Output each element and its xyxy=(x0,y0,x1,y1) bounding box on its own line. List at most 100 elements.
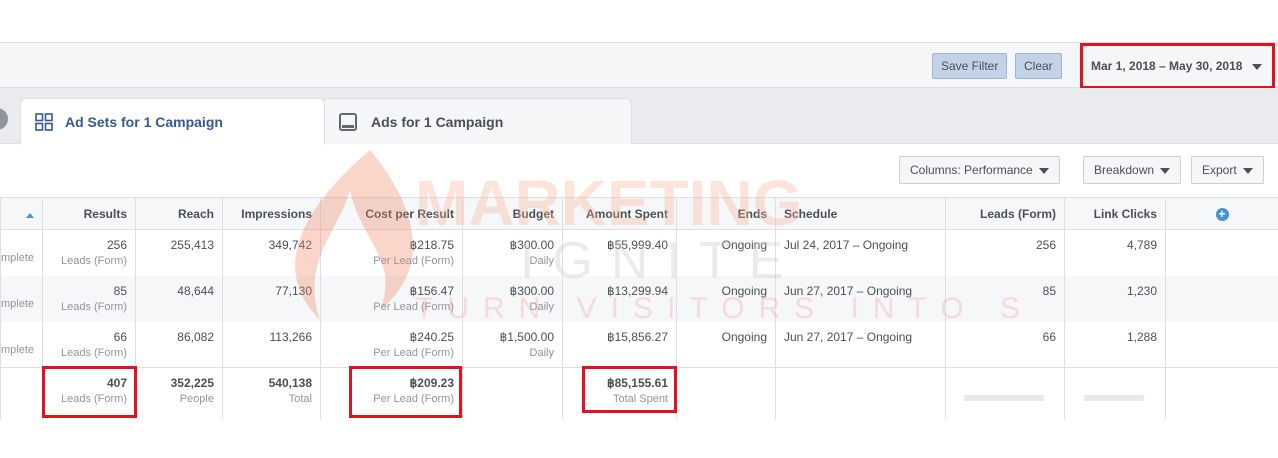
tab-ad-sets[interactable]: Ad Sets for 1 Campaign xyxy=(20,98,325,145)
cell-value: ฿156.47 xyxy=(409,283,454,298)
cell-value: 48,644 xyxy=(177,283,214,298)
totals-row: 407 Leads (Form) 352,225 People 540,138 Total… xyxy=(0,367,1278,419)
chevron-down-icon xyxy=(1252,63,1263,70)
cell-subtext: Leads (Form) xyxy=(60,346,127,359)
cell-value: ฿15,856.27 xyxy=(606,329,668,344)
cell-subtext: Leads (Form) xyxy=(60,393,127,405)
cell-subtext: Leads (Form) xyxy=(60,300,127,313)
cell-value: 85 xyxy=(1042,283,1056,298)
tab-label: Ads for 1 Campaign xyxy=(371,114,504,130)
cell-value: ฿300.00 xyxy=(509,238,554,252)
plus-circle-icon: + xyxy=(1215,207,1229,221)
blurred-total xyxy=(1084,395,1144,401)
export-dropdown[interactable]: Export xyxy=(1191,156,1264,184)
cell-value: 1,230 xyxy=(1126,283,1157,298)
header-reach[interactable]: Reach xyxy=(135,197,223,230)
cell-subtext: Leads (Form) xyxy=(60,255,127,267)
highlight-cost-per-result xyxy=(349,366,462,418)
cell-value: 255,413 xyxy=(170,238,214,252)
cell-value: ฿209.23 xyxy=(409,376,454,390)
chevron-down-icon xyxy=(1242,167,1253,174)
breakdown-dropdown[interactable]: Breakdown xyxy=(1083,156,1182,184)
cell-subtext: Total Spent xyxy=(612,393,668,405)
cell-value: 256 xyxy=(1035,238,1056,252)
cell-value: 85 xyxy=(113,283,127,298)
cell-value: Jul 24, 2017 – Ongoing xyxy=(784,238,909,252)
cell-value: ฿240.25 xyxy=(409,329,454,344)
highlight-results xyxy=(42,366,137,418)
header-schedule[interactable]: Schedule xyxy=(775,197,946,230)
ad-icon xyxy=(339,113,357,131)
cell-value: Ongoing xyxy=(721,329,767,344)
cell-value: 352,225 xyxy=(170,376,214,390)
cell-value: 66 xyxy=(113,329,127,344)
table-header: Results Reach Impressions Cost per Resul… xyxy=(0,197,1278,230)
cell-subtext: Per Lead (Form) xyxy=(373,346,454,359)
header-cost-per-result[interactable]: Cost per Result xyxy=(320,197,463,230)
sort-column-header[interactable] xyxy=(0,197,43,230)
cell-subtext: Daily xyxy=(529,255,554,267)
campaign-icon xyxy=(0,108,8,130)
header-link-clicks[interactable]: Link Clicks xyxy=(1064,197,1166,230)
cell-value: ฿300.00 xyxy=(509,283,554,298)
header-amount-spent[interactable]: Amount Spent xyxy=(562,197,677,230)
cell-subtext: Per Lead (Form) xyxy=(373,393,454,405)
cell-value: ฿1,500.00 xyxy=(499,329,554,344)
columns-dropdown[interactable]: Columns: Performance xyxy=(899,156,1060,184)
cell-value: 256 xyxy=(106,238,127,252)
cell-value: 66 xyxy=(1042,329,1056,344)
cell-value: ฿13,299.94 xyxy=(606,283,668,298)
tab-ads[interactable]: Ads for 1 Campaign xyxy=(322,98,632,144)
header-leads-form[interactable]: Leads (Form) xyxy=(945,197,1065,230)
cell-value: 4,789 xyxy=(1126,238,1157,252)
header-impressions[interactable]: Impressions xyxy=(222,197,321,230)
cell-value: ฿85,155.61 xyxy=(606,376,668,390)
cell-value: Jun 27, 2017 – Ongoing xyxy=(784,283,913,298)
cell-value: 540,138 xyxy=(268,376,312,390)
blurred-total xyxy=(964,395,1044,401)
table-row[interactable]: Complete 256 Leads (Form) 255,413 349,742 ฿21… xyxy=(0,229,1278,276)
cell-value: 86,082 xyxy=(177,329,214,344)
highlight-amount-spent xyxy=(582,366,677,413)
clear-button[interactable]: Clear xyxy=(1015,53,1062,79)
cell-value: Jun 27, 2017 – Ongoing xyxy=(784,329,913,344)
cell-subtext: Daily xyxy=(529,300,554,313)
table-row[interactable]: Complete 85 Leads (Form) 48,644 77,130 ฿156.4… xyxy=(0,275,1278,322)
cell-value: 77,130 xyxy=(275,283,312,298)
cell-subtext: People xyxy=(179,393,214,405)
cell-value: 1,288 xyxy=(1126,329,1157,344)
tab-label: Ad Sets for 1 Campaign xyxy=(65,114,223,130)
delivery-status: Complete xyxy=(0,252,35,264)
chevron-down-icon xyxy=(1038,167,1049,174)
table-row[interactable]: Complete 66 Leads (Form) 86,082 113,266 ฿240.… xyxy=(0,321,1278,368)
cell-value: 349,742 xyxy=(268,238,312,252)
save-filter-button[interactable]: Save Filter xyxy=(932,53,1008,79)
cell-value: Ongoing xyxy=(721,238,767,252)
cell-subtext: Daily xyxy=(529,346,554,359)
cell-value: ฿218.75 xyxy=(409,238,454,252)
export-label: Export xyxy=(1202,163,1237,177)
cell-value: 407 xyxy=(106,376,127,390)
sort-asc-icon xyxy=(26,212,34,218)
cell-subtext: Per Lead (Form) xyxy=(373,255,454,267)
header-ends[interactable]: Ends xyxy=(676,197,776,230)
cell-subtext: Per Lead (Form) xyxy=(373,300,454,313)
breakdown-label: Breakdown xyxy=(1094,163,1155,177)
date-range-picker[interactable]: Mar 1, 2018 – May 30, 2018 xyxy=(1080,43,1275,89)
delivery-status: Complete xyxy=(0,343,35,356)
ad-sets-table: Results Reach Impressions Cost per Resul… xyxy=(0,197,1278,419)
cell-value: ฿55,999.40 xyxy=(606,238,668,252)
grid-icon xyxy=(35,113,53,131)
chevron-down-icon xyxy=(1160,167,1171,174)
date-range-label: Mar 1, 2018 – May 30, 2018 xyxy=(1091,59,1243,73)
header-budget[interactable]: Budget xyxy=(462,197,563,230)
cell-value: Ongoing xyxy=(721,283,767,298)
add-column-button[interactable]: + xyxy=(1165,197,1278,230)
filter-bar: Save Filter Clear Mar 1, 2018 – May 30, … xyxy=(0,42,1278,89)
cell-subtext: Total xyxy=(288,393,312,405)
cell-value: 113,266 xyxy=(269,329,313,344)
tab-bar: Ads for 1 Campaign Ad Sets for 1 Campaig… xyxy=(0,88,1278,145)
header-results[interactable]: Results xyxy=(42,197,136,230)
delivery-status: Complete xyxy=(0,297,35,310)
columns-label: Columns: Performance xyxy=(910,163,1033,177)
